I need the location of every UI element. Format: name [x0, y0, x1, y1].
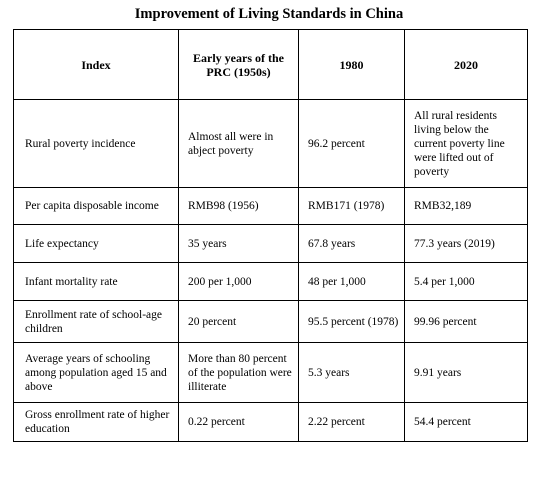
cell-1980: 2.22 percent	[298, 402, 405, 442]
cell-2020: All rural residents living below the cur…	[404, 99, 528, 188]
cell-early-years: RMB98 (1956)	[178, 187, 299, 225]
table-row: Per capita disposable income RMB98 (1956…	[13, 187, 528, 225]
cell-2020: 5.4 per 1,000	[404, 262, 528, 301]
cell-1980: 96.2 percent	[298, 99, 405, 188]
cell-1980: 67.8 years	[298, 224, 405, 263]
cell-2020: 77.3 years (2019)	[404, 224, 528, 263]
table-row: Life expectancy 35 years 67.8 years 77.3…	[13, 224, 528, 263]
row-label: Infant mortality rate	[13, 262, 179, 301]
cell-2020: 99.96 percent	[404, 300, 528, 343]
cell-1980: 95.5 percent (1978)	[298, 300, 405, 343]
cell-early-years: 35 years	[178, 224, 299, 263]
row-label: Per capita disposable income	[13, 187, 179, 225]
table-header-row: Index Early years of the PRC (1950s) 198…	[13, 29, 528, 100]
table-title: Improvement of Living Standards in China	[134, 6, 404, 22]
row-label: Enrollment rate of school-age children	[13, 300, 179, 343]
cell-early-years: More than 80 percent of the population w…	[178, 342, 299, 403]
cell-1980: RMB171 (1978)	[298, 187, 405, 225]
table-row: Gross enrollment rate of higher educatio…	[13, 402, 528, 442]
cell-1980: 48 per 1,000	[298, 262, 405, 301]
cell-1980: 5.3 years	[298, 342, 405, 403]
row-label: Life expectancy	[13, 224, 179, 263]
cell-early-years: 20 percent	[178, 300, 299, 343]
header-2020: 2020	[404, 29, 528, 100]
cell-2020: RMB32,189	[404, 187, 528, 225]
header-1980: 1980	[298, 29, 405, 100]
row-label: Gross enrollment rate of higher educatio…	[13, 402, 179, 442]
header-index: Index	[13, 29, 179, 100]
table-row: Enrollment rate of school-age children 2…	[13, 300, 528, 343]
table-row: Infant mortality rate 200 per 1,000 48 p…	[13, 262, 528, 301]
cell-early-years: Almost all were in abject poverty	[178, 99, 299, 188]
row-label: Average years of schooling among populat…	[13, 342, 179, 403]
table-row: Rural poverty incidence Almost all were …	[13, 99, 528, 188]
header-early-years: Early years of the PRC (1950s)	[178, 29, 299, 100]
cell-2020: 54.4 percent	[404, 402, 528, 442]
cell-early-years: 200 per 1,000	[178, 262, 299, 301]
table-row: Average years of schooling among populat…	[13, 342, 528, 403]
cell-2020: 9.91 years	[404, 342, 528, 403]
living-standards-table: Index Early years of the PRC (1950s) 198…	[13, 29, 528, 442]
row-label: Rural poverty incidence	[13, 99, 179, 188]
cell-early-years: 0.22 percent	[178, 402, 299, 442]
